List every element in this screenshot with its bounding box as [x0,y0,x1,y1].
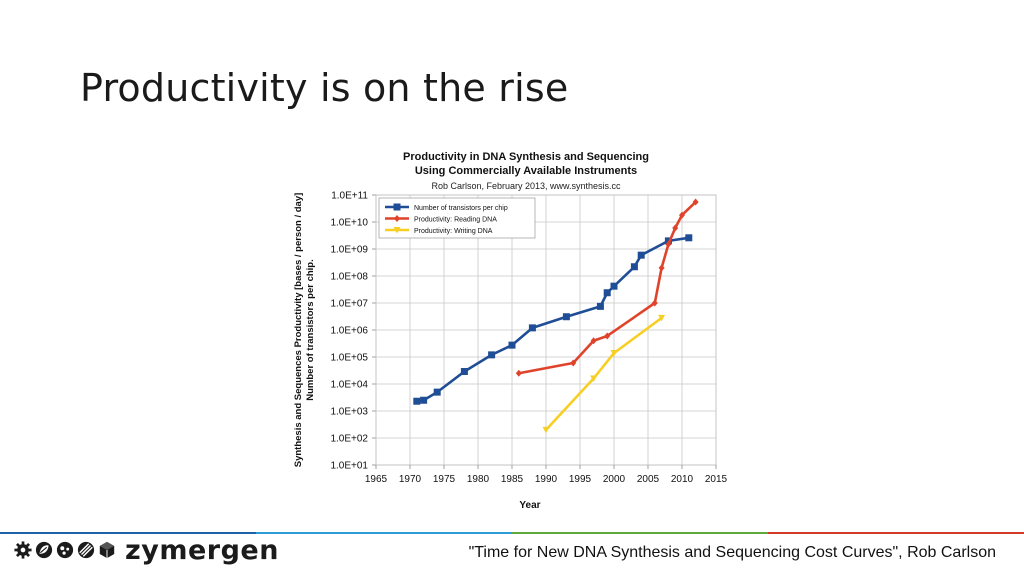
y-tick-label: 1.0E+02 [330,434,368,445]
footer-line-blue [0,532,256,534]
data-point [488,351,496,359]
chart-title-line-1: Productivity in DNA Synthesis and Sequen… [403,151,649,163]
data-point [658,264,665,272]
footer-line-green [512,532,768,534]
data-point [515,369,522,377]
legend-label: Number of transistors per chip [414,205,508,212]
y-tick-label: 1.0E+01 [330,461,368,472]
data-point [604,332,611,340]
x-tick-label: 2005 [637,474,660,485]
brand-wordmark: zymergen [125,534,279,566]
grid-layer: 1.0E+01 1.0E+02 1.0E+03 1.0E+04 1.0E+05 1.0E+… [330,191,727,486]
data-point [542,426,550,434]
chart: Productivity in DNA Synthesis and Sequen… [286,140,736,520]
x-tick-label: 2010 [671,474,694,485]
x-tick-label: 2000 [603,474,626,485]
data-point [562,313,570,321]
data-point [508,341,516,349]
x-tick-label: 1985 [501,474,524,485]
legend-swatch-marker [393,227,401,234]
chart-subtitle: Rob Carlson, February 2013, www.synthesi… [431,181,621,191]
legend-swatch-marker [393,203,401,211]
series-line-1 [518,201,697,375]
y-axis-label-line-1: Synthesis and Sequences Productivity [ba… [293,193,304,468]
data-point [651,299,658,307]
y-axis-label-line-2: Number of transistors per chip. [305,259,316,400]
cell-icon [56,541,74,559]
data-point [460,368,468,376]
data-point [590,337,597,345]
y-tick-label: 1.0E+03 [330,407,368,418]
y-tick-label: 1.0E+07 [330,299,368,310]
chart-title-line-2: Using Commercially Available Instruments [415,165,637,177]
footer-line-lightblue [256,532,512,534]
y-tick-label: 1.0E+04 [330,380,368,391]
x-tick-label: 1995 [569,474,592,485]
legend-label: Productivity: Reading DNA [414,216,497,223]
x-tick-label: 1990 [535,474,558,485]
x-tick-label: 1980 [467,474,490,485]
y-tick-label: 1.0E+05 [330,353,368,364]
x-tick-label: 1965 [365,474,388,485]
data-point [672,224,679,232]
cube-icon [99,541,115,559]
series-line-2 [545,316,663,431]
data-point [570,359,577,367]
data-point [630,263,638,271]
x-tick-label: 1975 [433,474,456,485]
footer-color-bar [0,532,1024,534]
data-point [637,251,645,259]
helix-icon [77,541,95,559]
data-point [413,397,421,405]
slide-title: Productivity is on the rise [80,66,569,110]
zymergen-logo: zymergen [14,533,279,567]
x-tick-label: 2015 [705,474,728,485]
data-point [420,396,428,404]
y-tick-label: 1.0E+10 [330,218,368,229]
data-point [665,240,672,248]
y-tick-label: 1.0E+06 [330,326,368,337]
data-point [596,302,604,310]
data-point [679,211,685,219]
data-point [692,198,699,206]
x-tick-label: 1970 [399,474,422,485]
legend: Number of transistors per chip Productivi… [378,197,536,239]
chart-svg: Productivity in DNA Synthesis and Sequen… [293,151,728,511]
citation: "Time for New DNA Synthesis and Sequenci… [468,544,996,561]
footer-line-red [768,532,1024,534]
y-tick-label: 1.0E+11 [331,191,368,202]
data-point [603,289,611,297]
data-point [685,234,693,242]
data-point [433,388,441,396]
data-point [590,375,598,382]
leaf-icon [35,541,53,559]
series-layer [413,198,699,434]
gear-icon [14,541,32,559]
data-point [610,350,618,357]
data-point [658,314,666,322]
legend-label: Productivity: Writing DNA [414,228,493,235]
legend-swatch-marker [394,215,400,222]
data-point [610,282,618,290]
y-tick-label: 1.0E+08 [330,272,368,283]
data-point [528,324,536,332]
y-tick-label: 1.0E+09 [330,245,368,256]
x-axis-label: Year [519,500,540,511]
